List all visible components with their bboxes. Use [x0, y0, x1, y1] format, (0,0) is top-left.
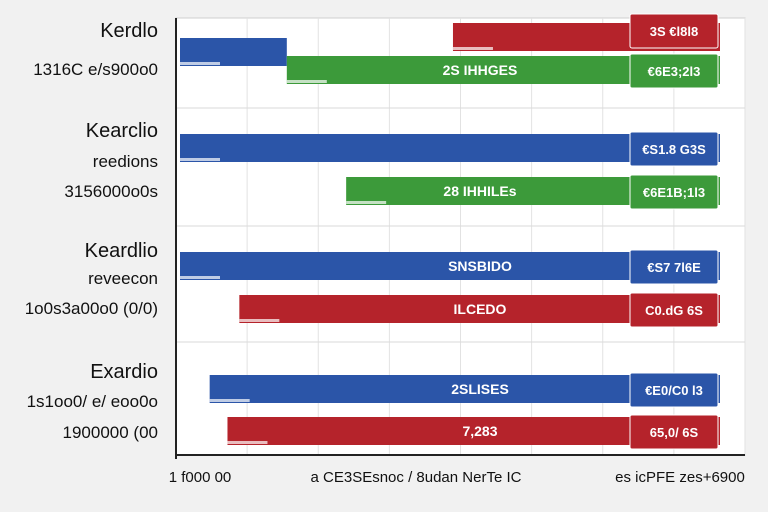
- group-label: 1900000 (00: [63, 423, 158, 442]
- x-tick-label: es icPFE zes+6900: [615, 469, 745, 486]
- callout-label: €E0/C0 l3: [645, 383, 703, 398]
- callout-box-red: [629, 292, 719, 328]
- bar-label: ILCEDO: [454, 301, 507, 317]
- bar-highlight: [346, 201, 387, 204]
- callout-label: 65,0/ 6S: [650, 425, 699, 440]
- callout-box-blue: [629, 249, 719, 285]
- callout-label: €6E3;2l3: [648, 64, 701, 79]
- bar-highlight: [180, 158, 220, 161]
- bar-highlight: [227, 441, 268, 444]
- group-label: 3156000o0s: [64, 182, 158, 201]
- bar-label: 2S IHHGES: [443, 62, 518, 78]
- bar-highlight: [180, 276, 220, 279]
- x-tick-label: 1 f000 00: [169, 469, 232, 486]
- bar-highlight: [239, 319, 280, 322]
- bar-label: SNSBIDO: [448, 258, 512, 274]
- callout-box-green: [629, 174, 719, 210]
- group-label: Keardlio: [85, 240, 158, 262]
- bar-label: 2SLISES: [451, 381, 509, 397]
- callout-box-blue: [629, 372, 719, 408]
- group-label: Kearclio: [86, 120, 158, 142]
- callout-label: 3S €l8l8: [650, 24, 698, 39]
- bar-highlight: [209, 399, 250, 402]
- x-tick-label: a CE3SEsnoc / 8udan NerTe IC: [311, 469, 522, 486]
- bar-blue: [180, 38, 287, 66]
- callout-box-green: [629, 53, 719, 89]
- group-label: 1o0s3a00o0 (0/0): [25, 299, 158, 318]
- group-label: Exardio: [90, 361, 158, 383]
- group-label: 1s1oo0/ e/ eoo0o: [27, 392, 158, 411]
- callout-box-red: [629, 414, 719, 450]
- group-label: reedions: [93, 152, 158, 171]
- bar-highlight: [286, 80, 327, 83]
- bar-label: 7,283: [462, 423, 497, 439]
- callout-label: €6E1B;1l3: [643, 185, 705, 200]
- bar-label: 28 IHHILEs: [443, 183, 516, 199]
- callout-label: C0.dG 6S: [645, 303, 703, 318]
- callout-label: €S7 7l6E: [647, 260, 701, 275]
- callout-box-blue: [629, 131, 719, 167]
- bar-highlight: [180, 62, 220, 65]
- group-label: Kerdlo: [100, 20, 158, 42]
- callout-box-red: [629, 13, 719, 49]
- bar-highlight: [452, 47, 493, 50]
- group-label: reveecon: [88, 269, 158, 288]
- group-label: 1316C e/s900o0: [33, 60, 158, 79]
- callout-label: €S1.8 G3S: [642, 142, 706, 157]
